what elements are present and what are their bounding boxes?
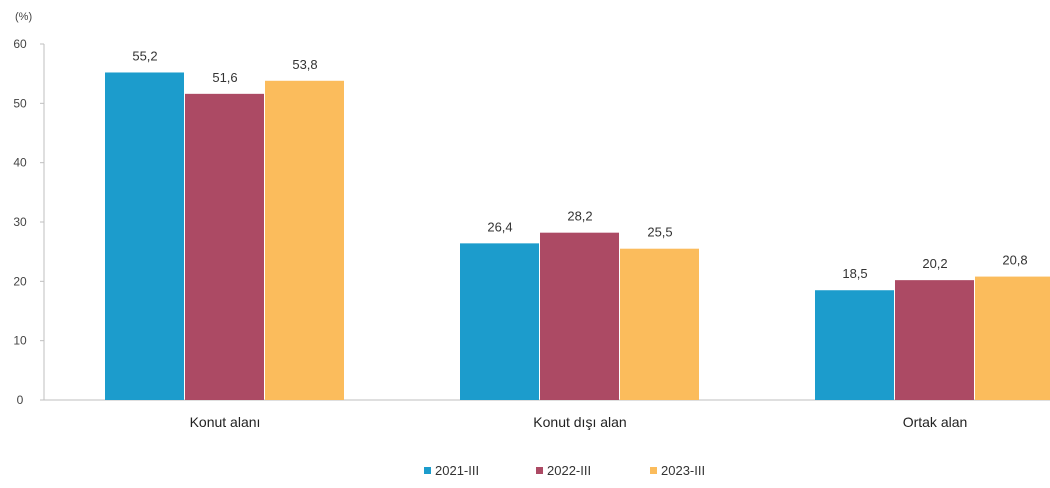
legend-swatch	[536, 467, 543, 474]
legend: 2021-III 2022-III 2023-III	[424, 463, 705, 478]
data-label: 20,2	[922, 256, 947, 271]
category-label: Ortak alan	[903, 414, 968, 430]
data-label: 28,2	[567, 209, 592, 224]
bar	[105, 72, 184, 400]
category-label: Konut alanı	[190, 414, 261, 430]
bar	[895, 280, 974, 400]
data-label: 55,2	[132, 48, 157, 63]
data-labels-group: 55,2 26,4 18,5 51,6 28,2 20,2 53,8 25,5 20,8	[132, 48, 1027, 281]
y-axis-ticks: 0 10 20 30 40 50 60	[13, 37, 44, 407]
y-tick-label: 30	[13, 215, 27, 229]
legend-label: 2023-III	[661, 463, 705, 478]
data-label: 25,5	[647, 225, 672, 240]
bar	[185, 93, 264, 400]
y-tick-label: 60	[13, 37, 27, 51]
bar	[540, 232, 619, 400]
y-tick-label: 0	[17, 393, 24, 407]
bar	[265, 80, 344, 400]
bar	[460, 243, 539, 400]
bars-group	[105, 72, 1050, 400]
bar	[620, 248, 699, 400]
data-label: 26,4	[487, 219, 512, 234]
y-tick-label: 40	[13, 156, 27, 170]
category-labels-group: Konut alanı Konut dışı alan Ortak alan	[190, 414, 968, 430]
y-tick-label: 20	[13, 274, 27, 288]
legend-label: 2021-III	[435, 463, 479, 478]
legend-swatch	[650, 467, 657, 474]
data-label: 51,6	[212, 70, 237, 85]
unit-label: (%)	[15, 11, 32, 23]
data-label: 18,5	[842, 266, 867, 281]
data-label: 53,8	[292, 57, 317, 72]
y-tick-label: 50	[13, 96, 27, 110]
data-label: 20,8	[1002, 253, 1027, 268]
category-label: Konut dışı alan	[533, 414, 626, 430]
y-tick-label: 10	[13, 334, 27, 348]
legend-swatch	[424, 467, 431, 474]
bar	[815, 290, 894, 400]
bar	[975, 276, 1050, 400]
legend-label: 2022-III	[547, 463, 591, 478]
